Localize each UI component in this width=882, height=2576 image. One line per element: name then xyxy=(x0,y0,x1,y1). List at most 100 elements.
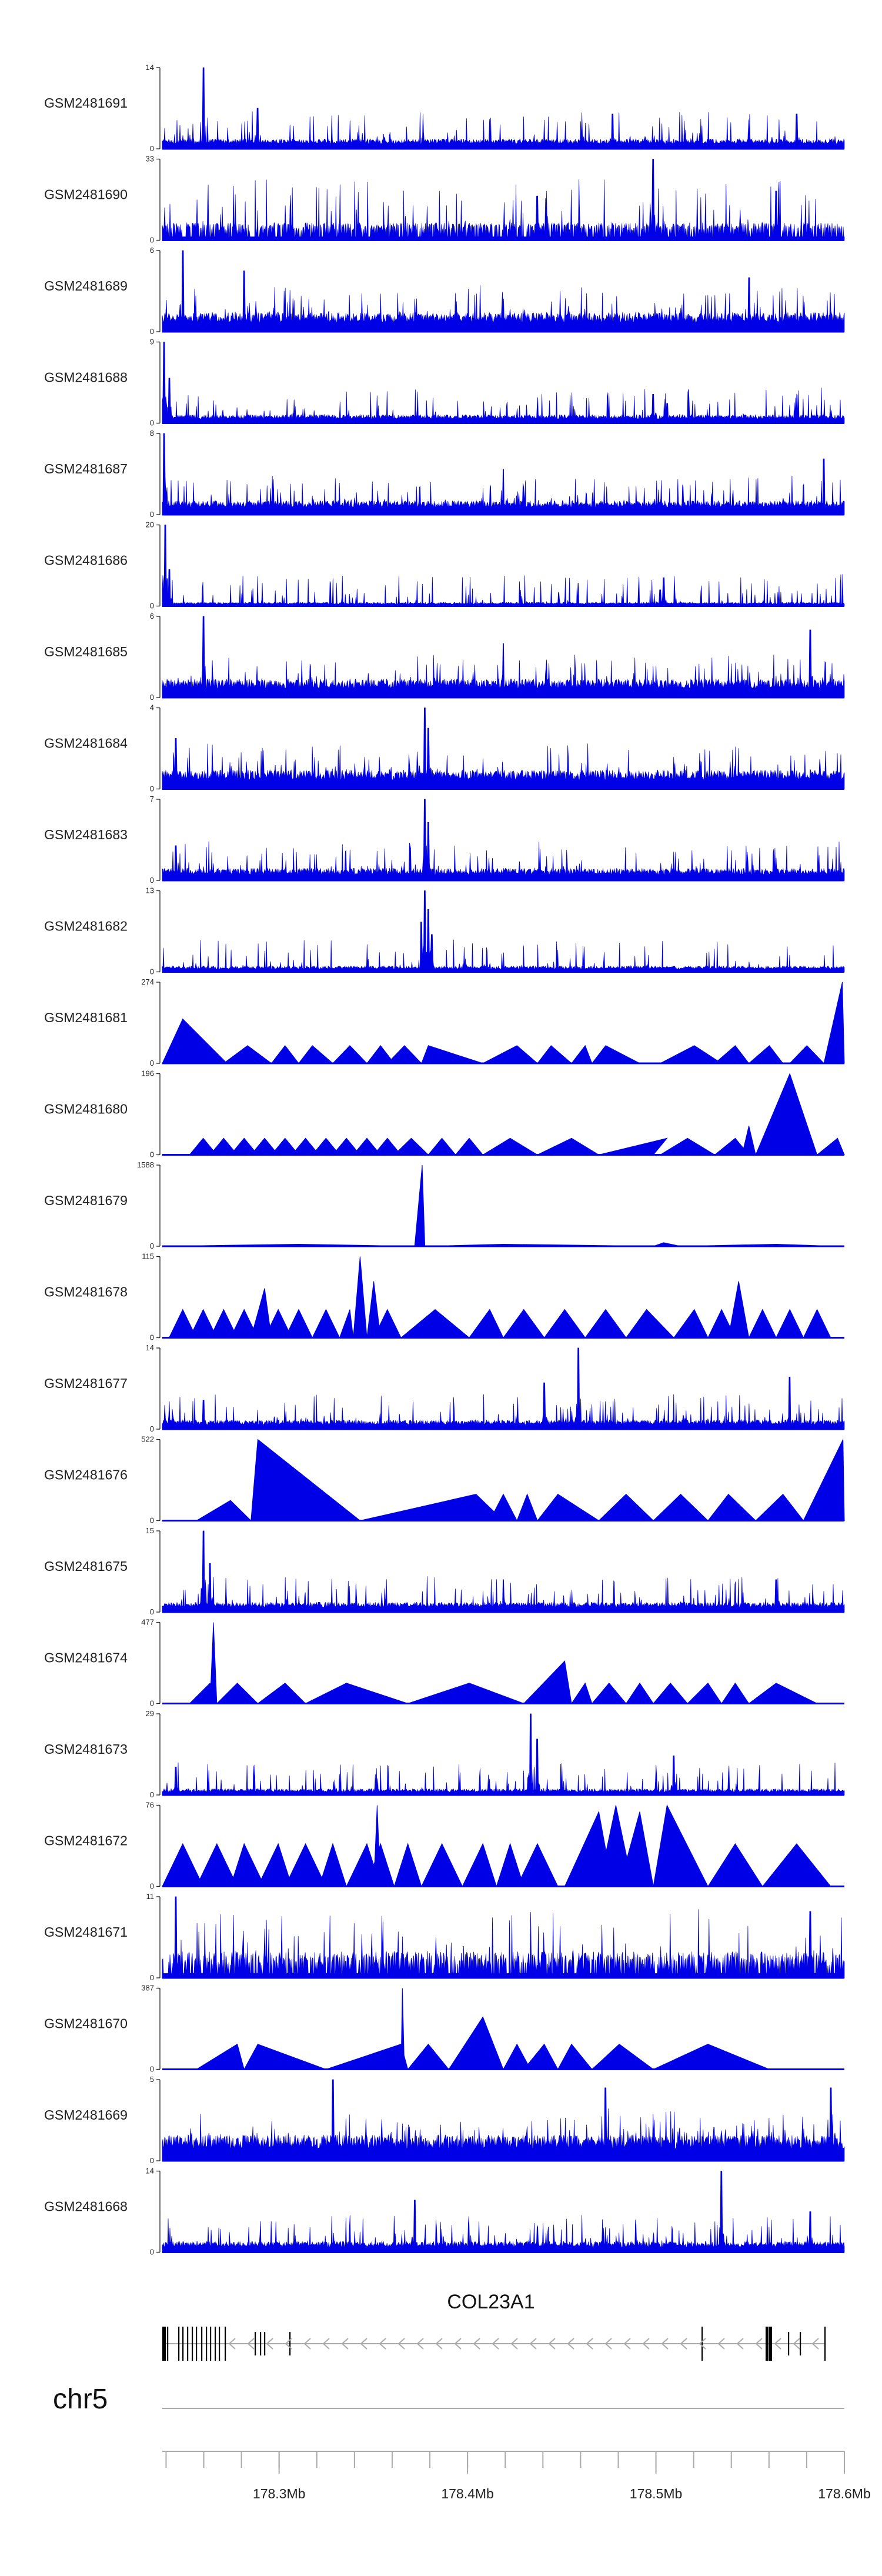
track-label: GSM2481668 xyxy=(44,2199,128,2214)
signal-area xyxy=(162,1896,845,1978)
gene-exon xyxy=(196,2327,198,2361)
signal-area xyxy=(162,67,845,149)
track-GSM2481678: GSM2481678 115 0 xyxy=(44,1252,844,1342)
signal-area xyxy=(162,616,845,698)
track-GSM2481691: GSM2481691 14 0 xyxy=(44,63,845,153)
y-max-label: 1588 xyxy=(137,1160,154,1169)
y-min-label: 0 xyxy=(150,1973,154,1982)
y-min-label: 0 xyxy=(150,693,154,702)
y-max-label: 9 xyxy=(150,338,154,346)
y-max-label: 29 xyxy=(146,1709,154,1718)
strand-arrow-icon xyxy=(755,2338,763,2350)
strand-arrow-icon xyxy=(360,2338,368,2350)
signal-area xyxy=(162,1713,845,1796)
gene-exon xyxy=(167,2327,169,2361)
y-min-label: 0 xyxy=(150,1424,154,1433)
track-GSM2481668: GSM2481668 14 0 xyxy=(44,2167,845,2257)
track-label: GSM2481690 xyxy=(44,187,128,202)
y-min-label: 0 xyxy=(150,2065,154,2074)
y-max-label: 33 xyxy=(146,155,154,163)
strand-arrow-icon xyxy=(699,2338,706,2350)
strand-arrow-icon xyxy=(774,2338,781,2350)
signal-area xyxy=(162,2171,845,2253)
strand-arrow-icon xyxy=(811,2338,819,2350)
strand-arrow-icon xyxy=(228,2338,236,2350)
gene-exon xyxy=(766,2327,769,2361)
track-label: GSM2481674 xyxy=(44,1650,128,1666)
y-min-label: 0 xyxy=(150,967,154,976)
signal-peaks xyxy=(162,1164,838,1247)
signal-area xyxy=(162,342,845,423)
y-min-label: 0 xyxy=(150,327,154,336)
signal-area xyxy=(162,708,845,789)
gene-exon xyxy=(800,2332,801,2355)
gene-label: COL23A1 xyxy=(447,2291,534,2313)
track-GSM2481684: GSM2481684 4 0 xyxy=(44,703,845,793)
y-min-label: 0 xyxy=(150,876,154,885)
track-label: GSM2481671 xyxy=(44,1924,128,1940)
gene-exon xyxy=(165,2327,166,2361)
strand-arrow-icon xyxy=(567,2338,574,2350)
track-GSM2481681: GSM2481681 274 0 xyxy=(44,977,845,1067)
track-label: GSM2481691 xyxy=(44,95,128,111)
signal-peaks xyxy=(189,1073,845,1155)
track-label: GSM2481677 xyxy=(44,1376,128,1391)
signal-area xyxy=(162,525,845,606)
track-GSM2481687: GSM2481687 8 0 xyxy=(44,429,845,519)
strand-arrow-icon xyxy=(397,2338,405,2350)
y-min-label: 0 xyxy=(150,1882,154,1891)
y-max-label: 6 xyxy=(150,612,154,620)
signal-area xyxy=(162,1347,845,1430)
strand-arrow-icon xyxy=(247,2338,255,2350)
signal-area xyxy=(162,2079,845,2161)
y-max-label: 14 xyxy=(146,63,154,72)
y-min-label: 0 xyxy=(150,1516,154,1525)
strand-arrow-icon xyxy=(492,2338,499,2350)
strand-arrow-icon xyxy=(548,2338,556,2350)
track-GSM2481683: GSM2481683 7 0 xyxy=(44,795,845,885)
gene-exon xyxy=(210,2327,212,2361)
gene-exon xyxy=(289,2332,291,2355)
y-min-label: 0 xyxy=(150,1242,154,1250)
strand-arrow-icon xyxy=(736,2338,744,2350)
signal-peaks xyxy=(162,1804,831,1887)
y-max-label: 6 xyxy=(150,246,154,255)
gene-exon xyxy=(255,2332,256,2355)
strand-arrow-icon xyxy=(379,2338,386,2350)
y-max-label: 7 xyxy=(150,795,154,803)
signal-peaks xyxy=(168,1256,831,1338)
strand-arrow-icon xyxy=(793,2338,800,2350)
track-label: GSM2481683 xyxy=(44,827,128,842)
track-GSM2481690: GSM2481690 33 0 xyxy=(44,155,845,245)
y-min-label: 0 xyxy=(150,1607,154,1616)
track-GSM2481670: GSM2481670 387 0 xyxy=(44,1984,844,2074)
gene-exon xyxy=(178,2327,180,2361)
chromosome-label: chr5 xyxy=(53,2384,108,2415)
strand-arrow-icon xyxy=(642,2338,650,2350)
signal-peaks xyxy=(195,1439,845,1521)
gene-exon xyxy=(264,2332,266,2355)
gene-exon xyxy=(162,2327,165,2361)
y-min-label: 0 xyxy=(150,2248,154,2257)
track-GSM2481677: GSM2481677 14 0 xyxy=(44,1343,845,1433)
track-label: GSM2481670 xyxy=(44,2016,128,2031)
gene-exon xyxy=(769,2327,772,2361)
signal-area xyxy=(162,890,845,972)
x-tick-label: 178.6Mb xyxy=(818,2486,871,2501)
y-max-label: 477 xyxy=(141,1618,154,1627)
y-min-label: 0 xyxy=(150,144,154,153)
y-max-label: 76 xyxy=(146,1801,154,1810)
y-min-label: 0 xyxy=(150,1150,154,1159)
track-label: GSM2481675 xyxy=(44,1559,128,1574)
signal-peaks xyxy=(162,982,845,1064)
track-GSM2481673: GSM2481673 29 0 xyxy=(44,1709,845,1799)
track-label: GSM2481669 xyxy=(44,2107,128,2123)
track-label: GSM2481672 xyxy=(44,1833,128,1848)
strand-arrow-icon xyxy=(623,2338,631,2350)
track-GSM2481675: GSM2481675 15 0 xyxy=(44,1526,845,1616)
strand-arrow-icon xyxy=(510,2338,518,2350)
track-label: GSM2481682 xyxy=(44,919,128,934)
track-GSM2481671: GSM2481671 11 0 xyxy=(44,1892,845,1982)
y-max-label: 11 xyxy=(146,1892,155,1901)
y-min-label: 0 xyxy=(150,1059,154,1067)
